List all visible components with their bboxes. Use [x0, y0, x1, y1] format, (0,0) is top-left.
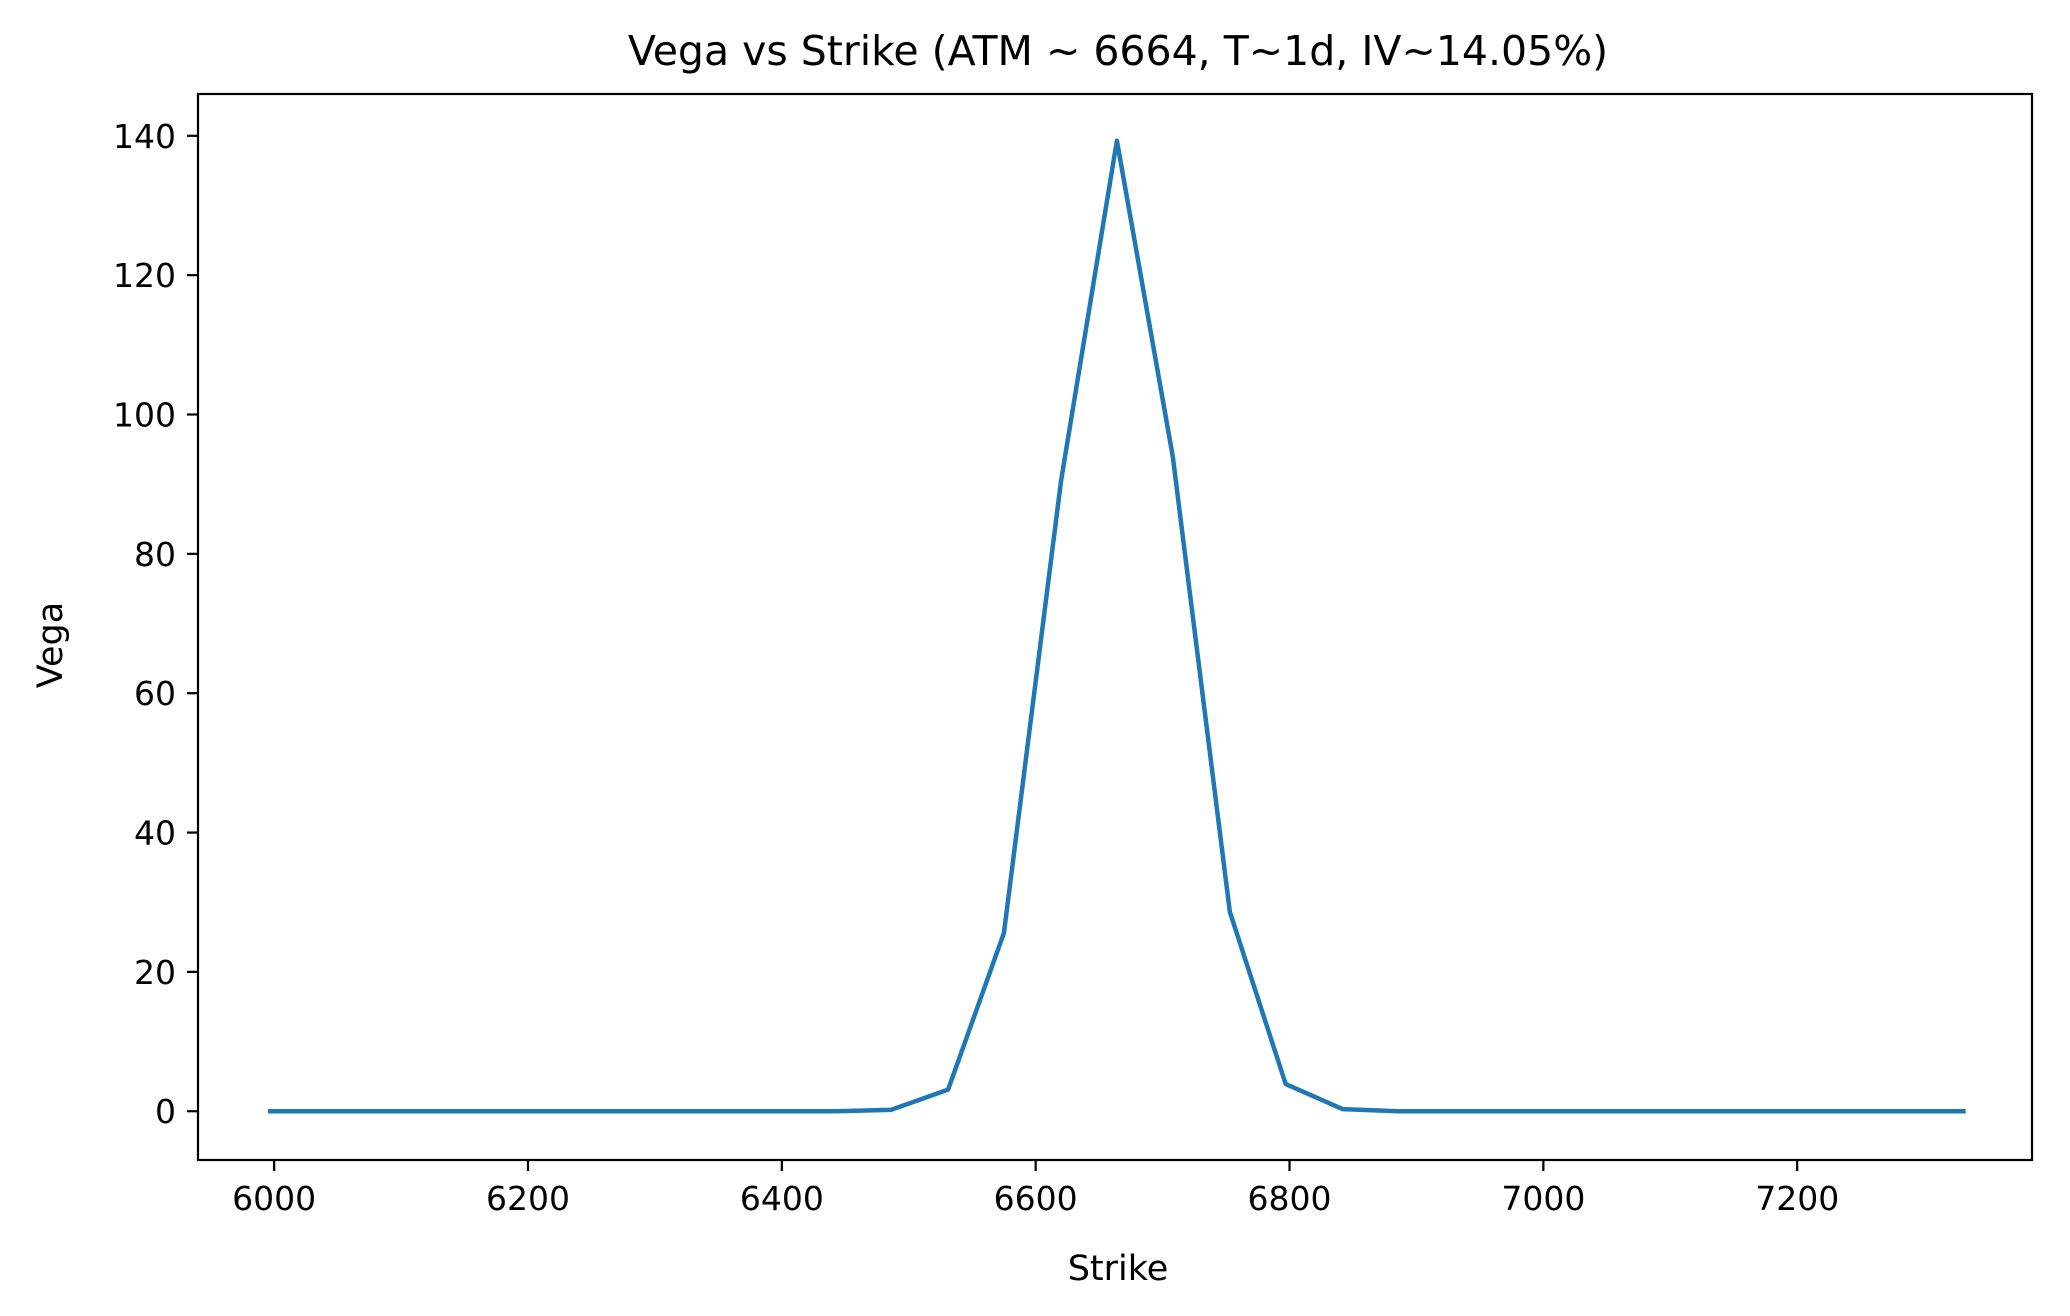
plot-area: 6000 6200 6400 6600 6800 7000 7200 0 20 40 60 80 100… [113, 92, 2034, 1218]
y-tick-label: 100 [113, 395, 176, 434]
y-tick-label: 140 [113, 117, 176, 156]
x-tick-label: 6200 [486, 1179, 570, 1218]
y-tick-label: 0 [155, 1092, 176, 1131]
y-axis-label: Vega [31, 602, 71, 688]
x-tick-label: 6600 [994, 1179, 1078, 1218]
series-line-0 [268, 138, 1966, 1114]
y-tick-label: 60 [134, 674, 176, 713]
y-tick-label: 20 [134, 953, 176, 992]
x-tick-label: 6400 [740, 1179, 824, 1218]
x-tick-label: 7000 [1501, 1179, 1585, 1218]
axes-frame [196, 92, 2034, 1162]
y-tick-label: 80 [134, 535, 176, 574]
y-tick-label: 120 [113, 256, 176, 295]
x-axis-label: Strike [1068, 1249, 1169, 1289]
x-tick-label: 6800 [1248, 1179, 1332, 1218]
chart-title: Vega vs Strike (ATM ~ 6664, T~1d, IV~14.… [628, 27, 1608, 75]
x-tick-label: 6000 [232, 1179, 316, 1218]
x-tick-label: 7200 [1755, 1179, 1839, 1218]
y-tick-label: 40 [134, 814, 176, 853]
